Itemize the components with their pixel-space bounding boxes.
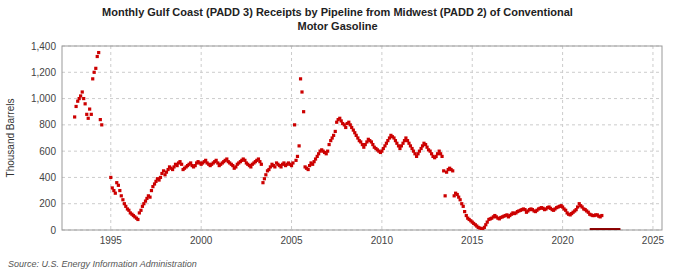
point xyxy=(344,126,347,129)
grid-line xyxy=(62,98,662,99)
point xyxy=(300,90,303,93)
x-tick-label: 2020 xyxy=(551,235,574,246)
y-axis-label: Thousand Barrels xyxy=(5,99,16,178)
point xyxy=(94,67,97,70)
point xyxy=(96,55,99,58)
plot-frame xyxy=(62,46,662,230)
point xyxy=(440,155,443,158)
grid-line xyxy=(472,46,473,230)
point xyxy=(332,134,335,137)
point xyxy=(117,184,120,187)
point xyxy=(600,214,603,217)
point xyxy=(451,169,454,172)
point xyxy=(291,161,294,164)
x-tick-label: 1995 xyxy=(100,235,123,246)
point xyxy=(462,205,465,208)
point xyxy=(93,71,96,74)
point xyxy=(81,90,84,93)
y-tick-label: 200 xyxy=(39,198,56,209)
grid-line xyxy=(62,177,662,178)
point xyxy=(463,210,466,213)
point xyxy=(148,196,151,199)
point xyxy=(90,113,93,116)
grid-line xyxy=(652,46,653,230)
point xyxy=(121,198,124,201)
point xyxy=(296,155,299,158)
point xyxy=(298,144,301,147)
grid-line xyxy=(62,151,662,152)
x-tick-label: 2010 xyxy=(371,235,394,246)
grid-line xyxy=(381,46,382,230)
y-tick-label: 0 xyxy=(50,225,56,236)
point xyxy=(159,176,162,179)
point xyxy=(326,150,329,153)
point xyxy=(85,113,88,116)
point xyxy=(120,194,123,197)
y-tick-label: 1,200 xyxy=(31,67,56,78)
grid-line xyxy=(62,203,662,204)
y-tick-label: 1,400 xyxy=(31,41,56,52)
tick-labels: 0 200 400 600 800 1,000 1,200 1,400 1995 2000 2005… xyxy=(31,41,665,247)
x-tick-label: 2025 xyxy=(642,235,665,246)
point xyxy=(294,159,297,162)
point xyxy=(299,77,302,80)
point xyxy=(150,189,153,192)
title: Monthly Gulf Coast (PADD 3) Receipts by … xyxy=(102,6,573,32)
point xyxy=(97,51,100,54)
point xyxy=(136,218,139,221)
point xyxy=(273,165,276,168)
point xyxy=(139,209,142,212)
x-tick-label: 2000 xyxy=(190,235,213,246)
point xyxy=(87,117,90,120)
marks xyxy=(73,51,620,230)
y-tick-label: 600 xyxy=(39,146,56,157)
point xyxy=(293,123,296,126)
source-note: Source: U.S. Energy Information Administ… xyxy=(8,259,197,269)
x-tick-label: 2015 xyxy=(461,235,484,246)
grid-line xyxy=(62,72,662,73)
point xyxy=(74,105,77,108)
point xyxy=(459,198,462,201)
point xyxy=(79,94,82,97)
point xyxy=(442,169,445,172)
y-tick-label: 800 xyxy=(39,119,56,130)
point xyxy=(263,177,266,180)
point xyxy=(73,115,76,118)
point xyxy=(118,189,121,192)
point xyxy=(109,176,112,179)
y-tick-label: 1,000 xyxy=(31,93,56,104)
point xyxy=(260,163,263,166)
grid-line xyxy=(110,46,111,230)
point xyxy=(576,205,579,208)
point xyxy=(100,123,103,126)
grid xyxy=(62,46,662,230)
point xyxy=(99,118,102,121)
y-tick-label: 400 xyxy=(39,172,56,183)
point xyxy=(261,181,264,184)
point xyxy=(302,110,305,113)
grid-line xyxy=(62,124,662,125)
point xyxy=(334,130,337,133)
point xyxy=(180,163,183,166)
point xyxy=(82,97,85,100)
chart: Monthly Gulf Coast (PADD 3) Receipts by … xyxy=(0,0,675,275)
point xyxy=(114,192,117,195)
point xyxy=(84,102,87,105)
bar xyxy=(590,228,621,230)
point xyxy=(264,173,267,176)
x-tick-label: 2005 xyxy=(280,235,303,246)
point xyxy=(91,77,94,80)
grid-line xyxy=(291,46,292,230)
point xyxy=(328,143,331,146)
point xyxy=(444,194,447,197)
grid-line xyxy=(562,46,563,230)
point xyxy=(88,107,91,110)
point xyxy=(307,168,310,171)
grid-line xyxy=(201,46,202,230)
point xyxy=(162,169,165,172)
